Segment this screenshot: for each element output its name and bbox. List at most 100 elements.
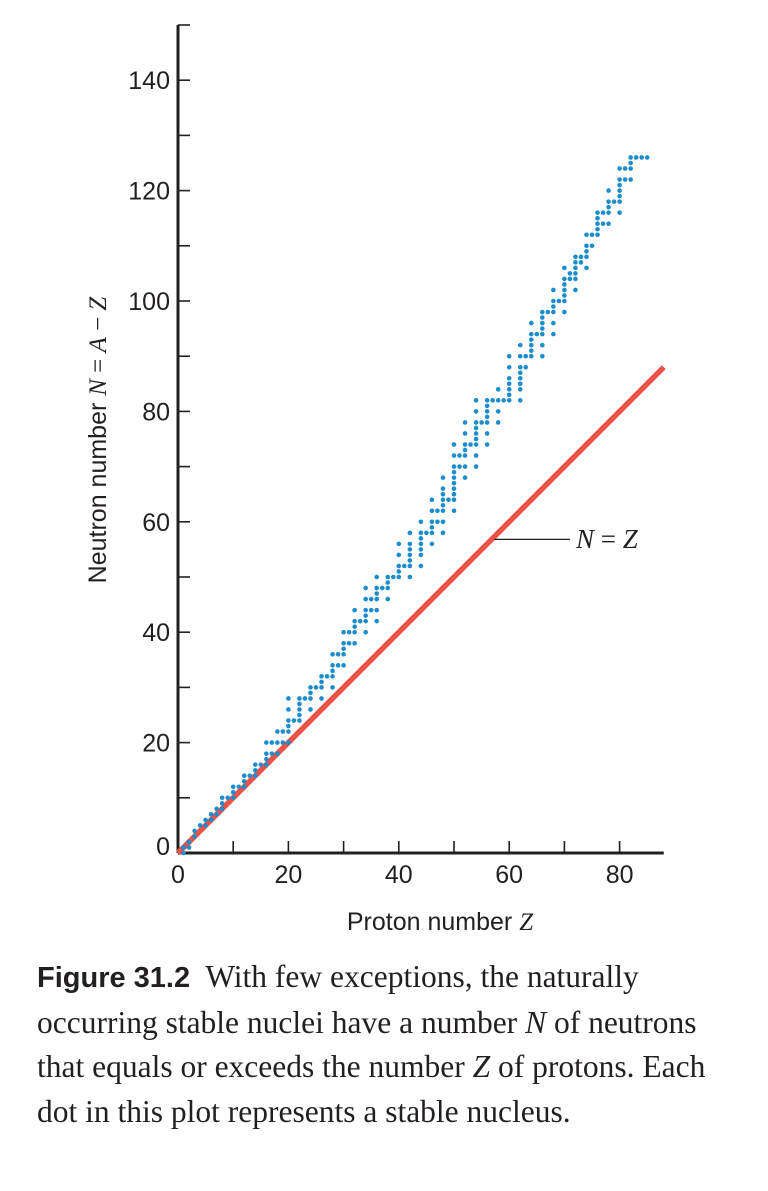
stable-nucleus-dot xyxy=(385,596,391,602)
stable-nucleus-dot xyxy=(374,607,380,613)
stable-nucleus-dot xyxy=(484,442,490,447)
stable-nucleus-dot xyxy=(484,409,490,414)
stable-nucleus-dot xyxy=(275,729,280,734)
stable-nucleus-dot xyxy=(473,409,479,414)
stable-nucleus-dot xyxy=(501,398,506,403)
nz-annotation-eq: = xyxy=(594,524,623,554)
stable-nucleus-dot xyxy=(473,398,479,403)
stable-nucleus-dot xyxy=(540,331,545,337)
stable-nucleus-dot xyxy=(562,293,567,298)
stable-nucleus-dot xyxy=(385,585,391,591)
stable-nucleus-dot xyxy=(451,491,457,497)
stable-nucleus-dot xyxy=(451,464,457,469)
stable-nucleus-dot xyxy=(241,773,247,779)
stable-nucleus-dot xyxy=(241,778,247,784)
stable-nucleus-dot xyxy=(595,232,600,238)
stable-nucleus-dot xyxy=(540,315,545,320)
stable-nucleus-dot xyxy=(462,453,468,458)
stable-nucleus-dot xyxy=(374,574,380,580)
stable-nucleus-dot xyxy=(440,508,446,514)
stable-nucleus-dot xyxy=(495,420,501,425)
stable-nucleus-dot xyxy=(628,160,633,166)
stable-nucleus-dot xyxy=(606,188,611,193)
stable-nucleus-dot xyxy=(639,155,644,160)
y-tick-label: 140 xyxy=(128,67,170,95)
stable-nucleus-dot xyxy=(341,629,346,635)
stable-nucleus-dot xyxy=(595,215,600,221)
y-axis-title-z: Z xyxy=(85,296,112,311)
y-tick-label: 100 xyxy=(128,288,170,316)
stable-nucleus-dot xyxy=(462,420,468,425)
stable-nucleus-dot xyxy=(385,580,391,585)
stable-nucleus-dot xyxy=(297,718,302,723)
stable-nucleus-dot xyxy=(313,685,319,690)
stable-nucleus-dot xyxy=(484,431,490,436)
stable-nucleus-dot xyxy=(247,773,253,779)
stable-nucleus-dot xyxy=(517,381,523,387)
stable-nucleus-dot xyxy=(379,585,385,591)
stable-nucleus-dot xyxy=(551,298,556,304)
stable-nucleus-dot xyxy=(308,690,313,696)
stable-nucleus-dot xyxy=(451,486,457,491)
stable-nucleus-dot xyxy=(286,723,291,729)
stable-nucleus-dot xyxy=(330,674,335,679)
y-tick-label: 20 xyxy=(142,730,170,758)
stable-nucleus-dot xyxy=(418,530,424,536)
x-tick-label: 60 xyxy=(495,861,523,889)
stable-nucleus-dot xyxy=(396,541,402,547)
stable-nucleus-dot xyxy=(407,547,413,552)
stable-nucleus-dot xyxy=(363,618,368,624)
stable-nucleus-dot xyxy=(517,353,523,359)
stable-nucleus-dot xyxy=(407,552,413,558)
stable-nucleus-dot xyxy=(606,210,611,215)
stable-nucleus-dot xyxy=(540,309,545,315)
nz-line xyxy=(176,365,666,855)
y-axis-title-eq: = xyxy=(85,352,112,379)
stable-nucleus-dot xyxy=(644,155,650,160)
stable-nucleus-dot xyxy=(357,618,363,624)
stable-nucleus-dot xyxy=(628,155,633,160)
stable-nucleus-dot xyxy=(219,806,225,812)
tick-labels: 0 20 40 60 80 0 20 40 60 80 100 120 140 xyxy=(128,67,633,889)
stable-nucleus-dot xyxy=(203,823,208,828)
stable-nucleus-dot xyxy=(584,249,589,254)
stable-nucleus-dot xyxy=(451,442,457,447)
stable-nucleus-dot xyxy=(418,541,424,547)
stable-nucleus-dot xyxy=(440,519,446,525)
axes xyxy=(176,24,664,855)
stable-nucleus-dot xyxy=(562,298,567,304)
y-tick-label: 40 xyxy=(142,619,170,647)
stable-nucleus-dot xyxy=(523,364,529,370)
stable-nucleus-dot xyxy=(335,663,341,668)
stable-nucleus-dot xyxy=(528,353,534,359)
stable-nucleus-dot xyxy=(595,221,600,227)
stable-nucleus-dot xyxy=(258,762,264,767)
stable-nucleus-dot xyxy=(418,536,424,541)
stable-nucleus-dot xyxy=(528,342,534,348)
stable-nucleus-dot xyxy=(286,696,291,701)
stable-nucleus-dot xyxy=(517,342,523,348)
stable-nucleus-dot xyxy=(473,420,479,425)
stable-nucleus-dot xyxy=(506,392,512,398)
stable-nucleus-dot xyxy=(490,398,495,403)
caption-text-3: of protons. Each dot in this plot repres… xyxy=(37,1049,706,1129)
stable-nucleus-dot xyxy=(506,364,512,370)
stable-nucleus-dot xyxy=(600,221,606,227)
stable-nucleus-dot xyxy=(407,574,413,580)
stable-nucleus-dot xyxy=(484,403,490,409)
stable-nucleus-dot xyxy=(573,271,578,276)
stable-nucleus-dot xyxy=(617,182,622,188)
stable-nucleus-dot xyxy=(545,309,551,315)
stable-nucleus-dot xyxy=(435,508,440,514)
stable-nucleus-dot xyxy=(584,265,589,271)
stable-nucleus-dot xyxy=(551,331,556,337)
stable-nucleus-dot xyxy=(473,431,479,436)
stable-nucleus-dot xyxy=(567,276,573,282)
stable-nucleus-dot xyxy=(440,502,446,508)
stable-nucleus-dot xyxy=(363,607,368,613)
stable-nucleus-dot xyxy=(595,226,600,232)
stable-nucleus-dot xyxy=(324,674,330,679)
stable-nucleus-dot xyxy=(578,260,584,265)
stable-nucleus-dot xyxy=(390,574,396,580)
nuclide-chart: 0 20 40 60 80 0 20 40 60 80 100 120 140 N = Z Proton… xyxy=(84,24,666,936)
